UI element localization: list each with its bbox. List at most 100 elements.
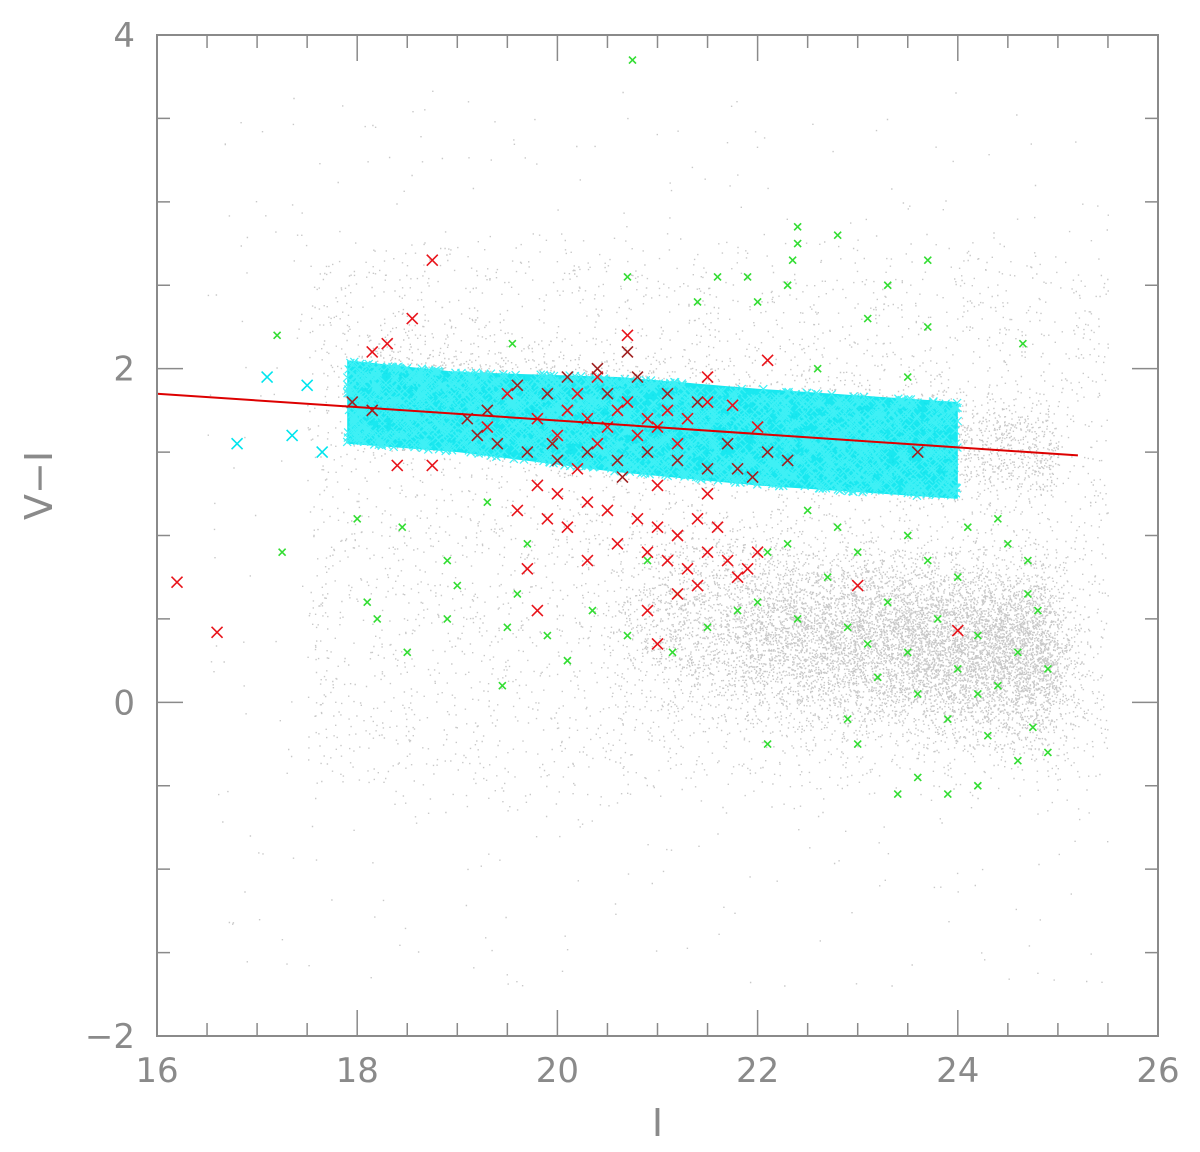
series-0-point-22 [398,523,407,532]
series-0-point-42 [883,598,892,607]
series-0-point-19 [903,372,912,382]
y-axis-label: V−I [17,451,61,520]
series-0-point-70 [643,556,652,565]
series-2-point-9 [691,395,704,409]
series-2-point-16 [671,454,684,467]
series-2-point-3 [511,379,524,392]
series-0-point-8 [783,281,792,290]
series-0-point-56 [833,523,842,532]
series-0-point-1 [793,222,802,231]
series-1-point-55 [591,437,604,450]
series-0-point-62 [1043,748,1052,757]
series-0-point-82 [853,739,862,749]
series-0-point-49 [1033,606,1042,615]
series-1-point-9 [210,626,224,639]
series-1-point-35 [641,604,654,617]
series-1-point-60 [726,399,739,412]
series-2-point-21 [911,446,924,459]
series-1-point-4 [366,345,379,359]
series-0-point-51 [903,531,912,540]
series-1-point-59 [701,395,714,409]
series-0-point-34 [668,648,677,657]
series-1-point-46 [641,412,654,425]
series-0-point-52 [963,523,972,532]
x-tick-label-3: 22 [736,1051,779,1091]
series-1-point-28 [701,546,714,559]
series-0-point-11 [753,297,762,306]
series-1-point-57 [551,429,564,442]
series-0-point-7 [923,256,932,265]
fit-line-group [156,392,1078,457]
field-star-dots [207,90,1110,987]
series-2-point-11 [521,446,534,459]
series-1-point-42 [571,462,584,475]
series-0-point-28 [513,589,522,598]
series-3-point-3 [286,429,299,442]
series-0-point-45 [953,664,962,674]
series-2-point-13 [581,446,594,459]
series-0-point-65 [943,790,952,799]
series-1-point-21 [671,529,684,542]
series-0-point-20 [278,548,287,557]
y-tick-label-0: −2 [85,1017,135,1057]
series-0-point-74 [453,581,462,590]
series-0-point-76 [1023,589,1032,598]
series-2-point-27 [616,471,629,484]
series-2-point-18 [721,437,734,450]
series-0-point-39 [823,573,832,582]
field-dot-cloud [207,90,1110,987]
series-1-point-29 [721,554,734,567]
series-1-point-19 [631,512,644,525]
series-0-point-54 [1023,556,1032,565]
series-0-point-27 [503,623,512,632]
series-2-point-14 [611,454,624,467]
series-0-point-23 [363,598,372,607]
series-2-point-20 [781,454,794,467]
series-0-point-13 [273,331,282,340]
series-0-point-9 [743,272,752,281]
series-1-point-61 [571,387,584,400]
series-0-point-17 [813,364,822,373]
series-0-point-43 [903,648,912,657]
series-2-point-23 [731,462,744,475]
axis-ticks [156,34,1159,1037]
series-1-point-36 [651,637,664,651]
series-1-point-0 [426,254,439,267]
series-0-point-72 [403,648,412,657]
x-tick-label-4: 24 [936,1051,979,1091]
series-0-point-40 [843,623,852,632]
series-1-point-1 [406,312,419,325]
series-1-point-12 [531,479,544,492]
series-0-point-10 [883,281,892,290]
series-1-point-44 [701,487,714,500]
series-0-point-55 [803,506,812,515]
series-0-point-15 [923,322,932,332]
series-1-point-56 [671,437,684,450]
series-3 [231,370,329,459]
series-1-point-25 [641,546,654,559]
series-0-point-47 [993,681,1002,690]
series-2-point-5 [561,370,574,384]
series-0-point-35 [703,623,712,632]
series-3-point-1 [301,379,314,392]
series-2-point-29 [546,437,559,450]
series-2-point-2 [481,404,494,417]
series-1-point-15 [511,504,524,517]
series-0-point-32 [498,681,507,690]
series-0-point-61 [1013,756,1022,765]
series-1-point-3 [381,337,394,350]
series-0-point-79 [783,539,792,548]
series-0-point-75 [1043,664,1052,674]
marker-series [170,55,1052,799]
y-tick-label-1: 0 [113,683,135,723]
x-tick-label-5: 26 [1136,1051,1179,1091]
series-2-point-8 [661,387,674,400]
series-0-point-71 [523,539,532,548]
series-0-point-53 [993,514,1002,523]
series-0-point-31 [623,631,632,640]
series-2-point-19 [761,446,774,459]
series-1-point-43 [651,479,664,492]
series-0-point-67 [763,739,772,749]
series-1-point-2 [621,329,634,342]
